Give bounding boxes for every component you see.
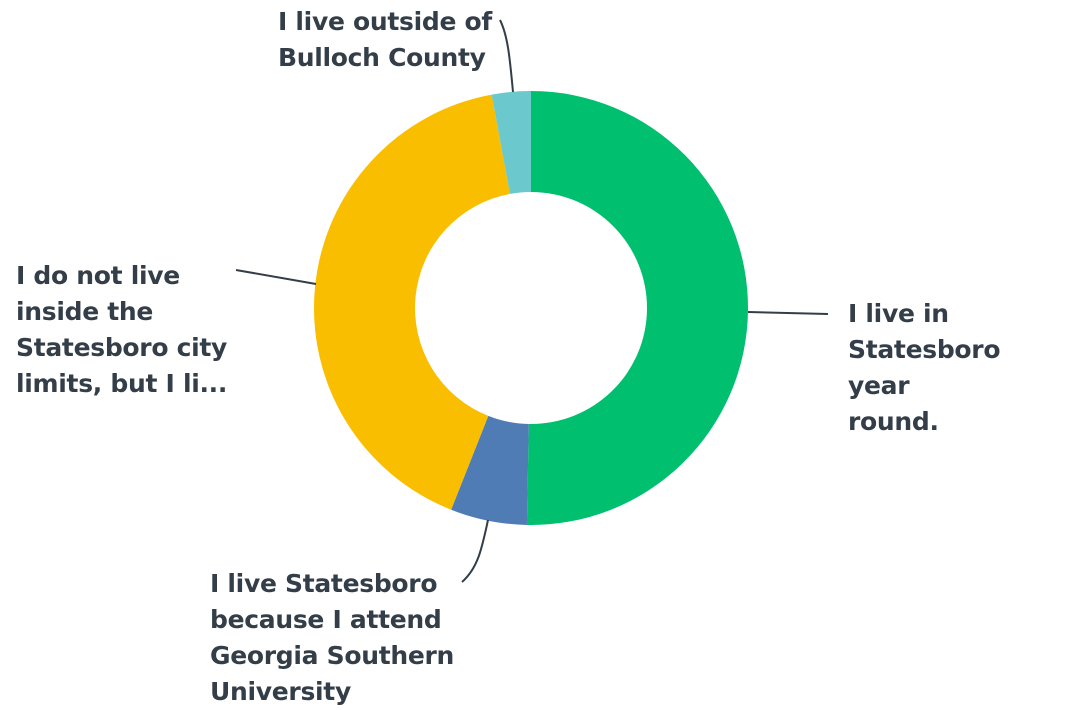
leader-line-outside-city bbox=[235, 269, 317, 285]
donut-slices bbox=[314, 91, 749, 525]
slice-outside-city bbox=[314, 94, 510, 510]
leader-line-georgia-southern bbox=[461, 519, 489, 583]
leader-line-year-round bbox=[747, 311, 829, 315]
slice-georgia-southern bbox=[451, 415, 529, 525]
slice-year-round bbox=[526, 91, 749, 525]
slice-label-year-round: I live in Statesboro year round. bbox=[848, 299, 1001, 436]
slice-label-outside-county: I live outside of Bulloch County bbox=[278, 7, 492, 72]
slice-label-outside-city: I do not live inside the Statesboro city… bbox=[16, 261, 228, 398]
slice-label-georgia-southern: I live Statesboro because I attend Georg… bbox=[210, 569, 455, 706]
leader-line-outside-county bbox=[499, 19, 514, 93]
leader-lines bbox=[235, 19, 829, 583]
slice-outside-county bbox=[491, 91, 531, 194]
